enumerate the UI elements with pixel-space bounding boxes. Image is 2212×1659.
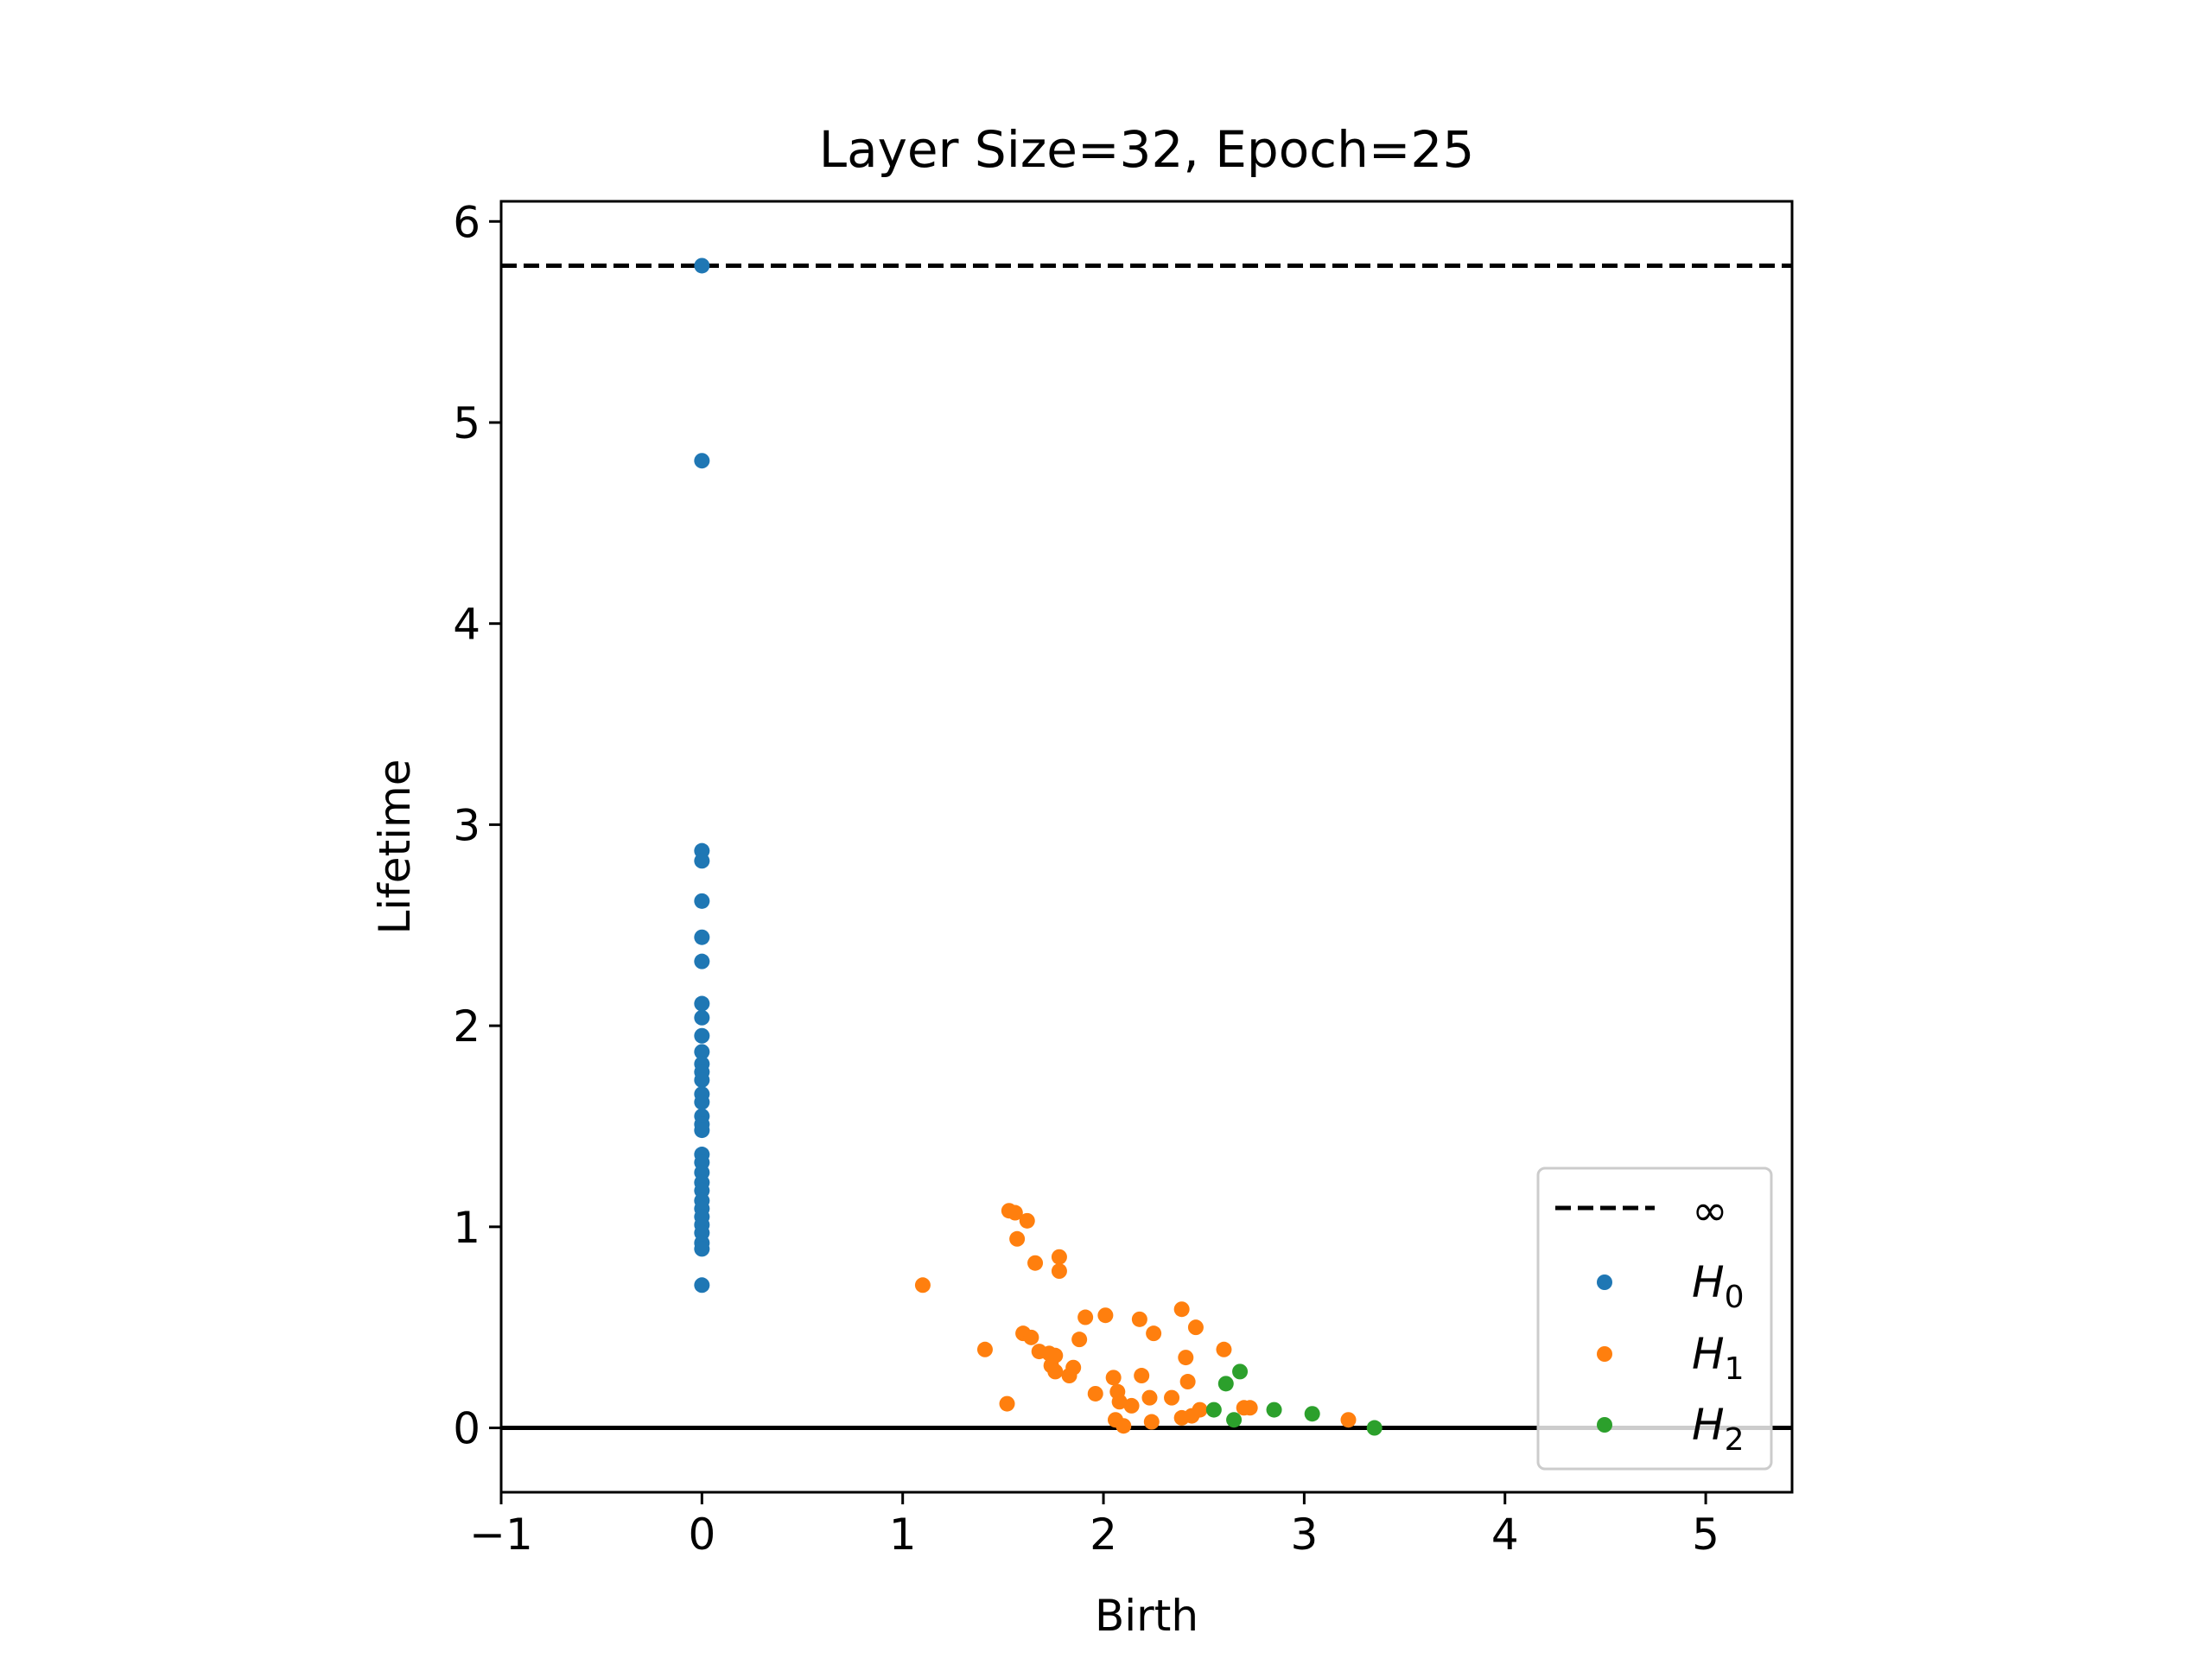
point-h0-8 bbox=[694, 1009, 710, 1026]
point-h0-0 bbox=[694, 257, 710, 274]
chart-title: Layer Size=32, Epoch=25 bbox=[819, 120, 1474, 179]
legend-swatch-h0 bbox=[1597, 1274, 1612, 1290]
point-h1-41 bbox=[1192, 1402, 1208, 1418]
point-h1-5 bbox=[1009, 1230, 1026, 1247]
x-tick-label: 0 bbox=[688, 1510, 715, 1560]
y-axis: 0 1 2 3 4 5 6 bbox=[453, 197, 501, 1454]
point-h1-42 bbox=[1216, 1341, 1232, 1357]
point-h2-3 bbox=[1232, 1363, 1249, 1380]
legend-infinity-label: ∞ bbox=[1692, 1185, 1728, 1236]
point-h1-16 bbox=[1051, 1263, 1067, 1280]
point-h2-6 bbox=[1366, 1420, 1382, 1436]
legend-label-h2: H2 bbox=[1692, 1400, 1745, 1458]
x-tick-label: 4 bbox=[1491, 1510, 1519, 1560]
point-h2-2 bbox=[1226, 1412, 1243, 1428]
point-h0-6 bbox=[694, 953, 710, 969]
point-h0-30 bbox=[694, 1241, 710, 1257]
y-axis-label: Lifetime bbox=[370, 759, 420, 934]
x-tick-label: 3 bbox=[1290, 1510, 1318, 1560]
point-h1-0 bbox=[914, 1277, 931, 1294]
point-h2-5 bbox=[1304, 1406, 1320, 1422]
plot-frame bbox=[499, 200, 1794, 1494]
point-h1-6 bbox=[1019, 1212, 1035, 1229]
point-h1-32 bbox=[1143, 1414, 1160, 1430]
series-h2 bbox=[1205, 1363, 1382, 1436]
y-tick-label: 6 bbox=[453, 197, 480, 247]
legend-label-h0: H0 bbox=[1692, 1257, 1745, 1315]
point-h0-31 bbox=[694, 1277, 710, 1294]
legend: ∞ H0 H1 H2 bbox=[1536, 1166, 1773, 1471]
y-tick-label: 5 bbox=[453, 398, 480, 448]
point-h0-10 bbox=[694, 1044, 710, 1060]
point-h1-38 bbox=[1179, 1374, 1196, 1390]
point-h1-9 bbox=[1027, 1255, 1044, 1271]
y-tick-label: 2 bbox=[453, 1001, 480, 1052]
point-h1-14 bbox=[1047, 1363, 1064, 1380]
y-tick-label: 3 bbox=[453, 800, 480, 850]
point-h1-37 bbox=[1178, 1350, 1194, 1366]
x-tick-label: −1 bbox=[469, 1510, 533, 1560]
point-h1-20 bbox=[1077, 1309, 1094, 1325]
point-h1-31 bbox=[1141, 1389, 1158, 1406]
x-axis: −1 0 1 2 3 4 5 bbox=[469, 1492, 1719, 1560]
point-h0-3 bbox=[694, 853, 710, 869]
point-h1-13 bbox=[1047, 1347, 1064, 1363]
legend-label-h1: H1 bbox=[1692, 1329, 1745, 1387]
x-tick-label: 1 bbox=[889, 1510, 917, 1560]
legend-swatch-h2 bbox=[1597, 1417, 1612, 1433]
point-h1-34 bbox=[1164, 1389, 1180, 1406]
point-h1-4 bbox=[1007, 1205, 1023, 1221]
point-h1-35 bbox=[1173, 1301, 1190, 1318]
point-h2-1 bbox=[1217, 1376, 1234, 1392]
point-h1-1 bbox=[976, 1341, 993, 1357]
point-h1-33 bbox=[1146, 1325, 1162, 1342]
point-h0-5 bbox=[694, 929, 710, 945]
y-tick-label: 4 bbox=[453, 600, 480, 650]
point-h1-23 bbox=[1105, 1370, 1122, 1386]
point-h0-4 bbox=[694, 893, 710, 909]
point-h0-13 bbox=[694, 1071, 710, 1088]
point-h2-0 bbox=[1205, 1402, 1222, 1418]
point-h2-4 bbox=[1266, 1402, 1282, 1418]
point-h1-18 bbox=[1065, 1359, 1082, 1376]
point-h1-30 bbox=[1134, 1368, 1150, 1384]
legend-entries: H0 H1 H2 bbox=[1597, 1257, 1745, 1458]
point-h1-21 bbox=[1087, 1385, 1103, 1402]
x-tick-label: 5 bbox=[1692, 1510, 1719, 1560]
point-h0-7 bbox=[694, 995, 710, 1012]
point-h1-29 bbox=[1131, 1311, 1147, 1327]
point-h1-2 bbox=[999, 1395, 1015, 1412]
legend-box bbox=[1536, 1166, 1773, 1471]
y-tick-label: 0 bbox=[453, 1404, 480, 1454]
point-h1-15 bbox=[1051, 1249, 1067, 1265]
point-h0-15 bbox=[694, 1094, 710, 1110]
series-h1 bbox=[914, 1203, 1357, 1434]
legend-swatch-h1 bbox=[1597, 1346, 1612, 1362]
x-tick-label: 2 bbox=[1090, 1510, 1117, 1560]
point-h1-40 bbox=[1187, 1319, 1204, 1336]
point-h1-28 bbox=[1123, 1397, 1140, 1414]
y-tick-label: 1 bbox=[453, 1203, 480, 1253]
point-h0-1 bbox=[694, 453, 710, 469]
point-h1-22 bbox=[1097, 1307, 1114, 1324]
point-h0-9 bbox=[694, 1027, 710, 1044]
point-h1-8 bbox=[1023, 1329, 1039, 1345]
point-h1-44 bbox=[1242, 1400, 1258, 1416]
point-h0-18 bbox=[694, 1122, 710, 1139]
point-h1-27 bbox=[1116, 1418, 1132, 1434]
point-h1-45 bbox=[1340, 1412, 1357, 1428]
series-h0 bbox=[694, 257, 710, 1294]
x-axis-label: Birth bbox=[1095, 1591, 1198, 1641]
point-h1-26 bbox=[1111, 1394, 1128, 1410]
point-h1-19 bbox=[1071, 1332, 1088, 1348]
